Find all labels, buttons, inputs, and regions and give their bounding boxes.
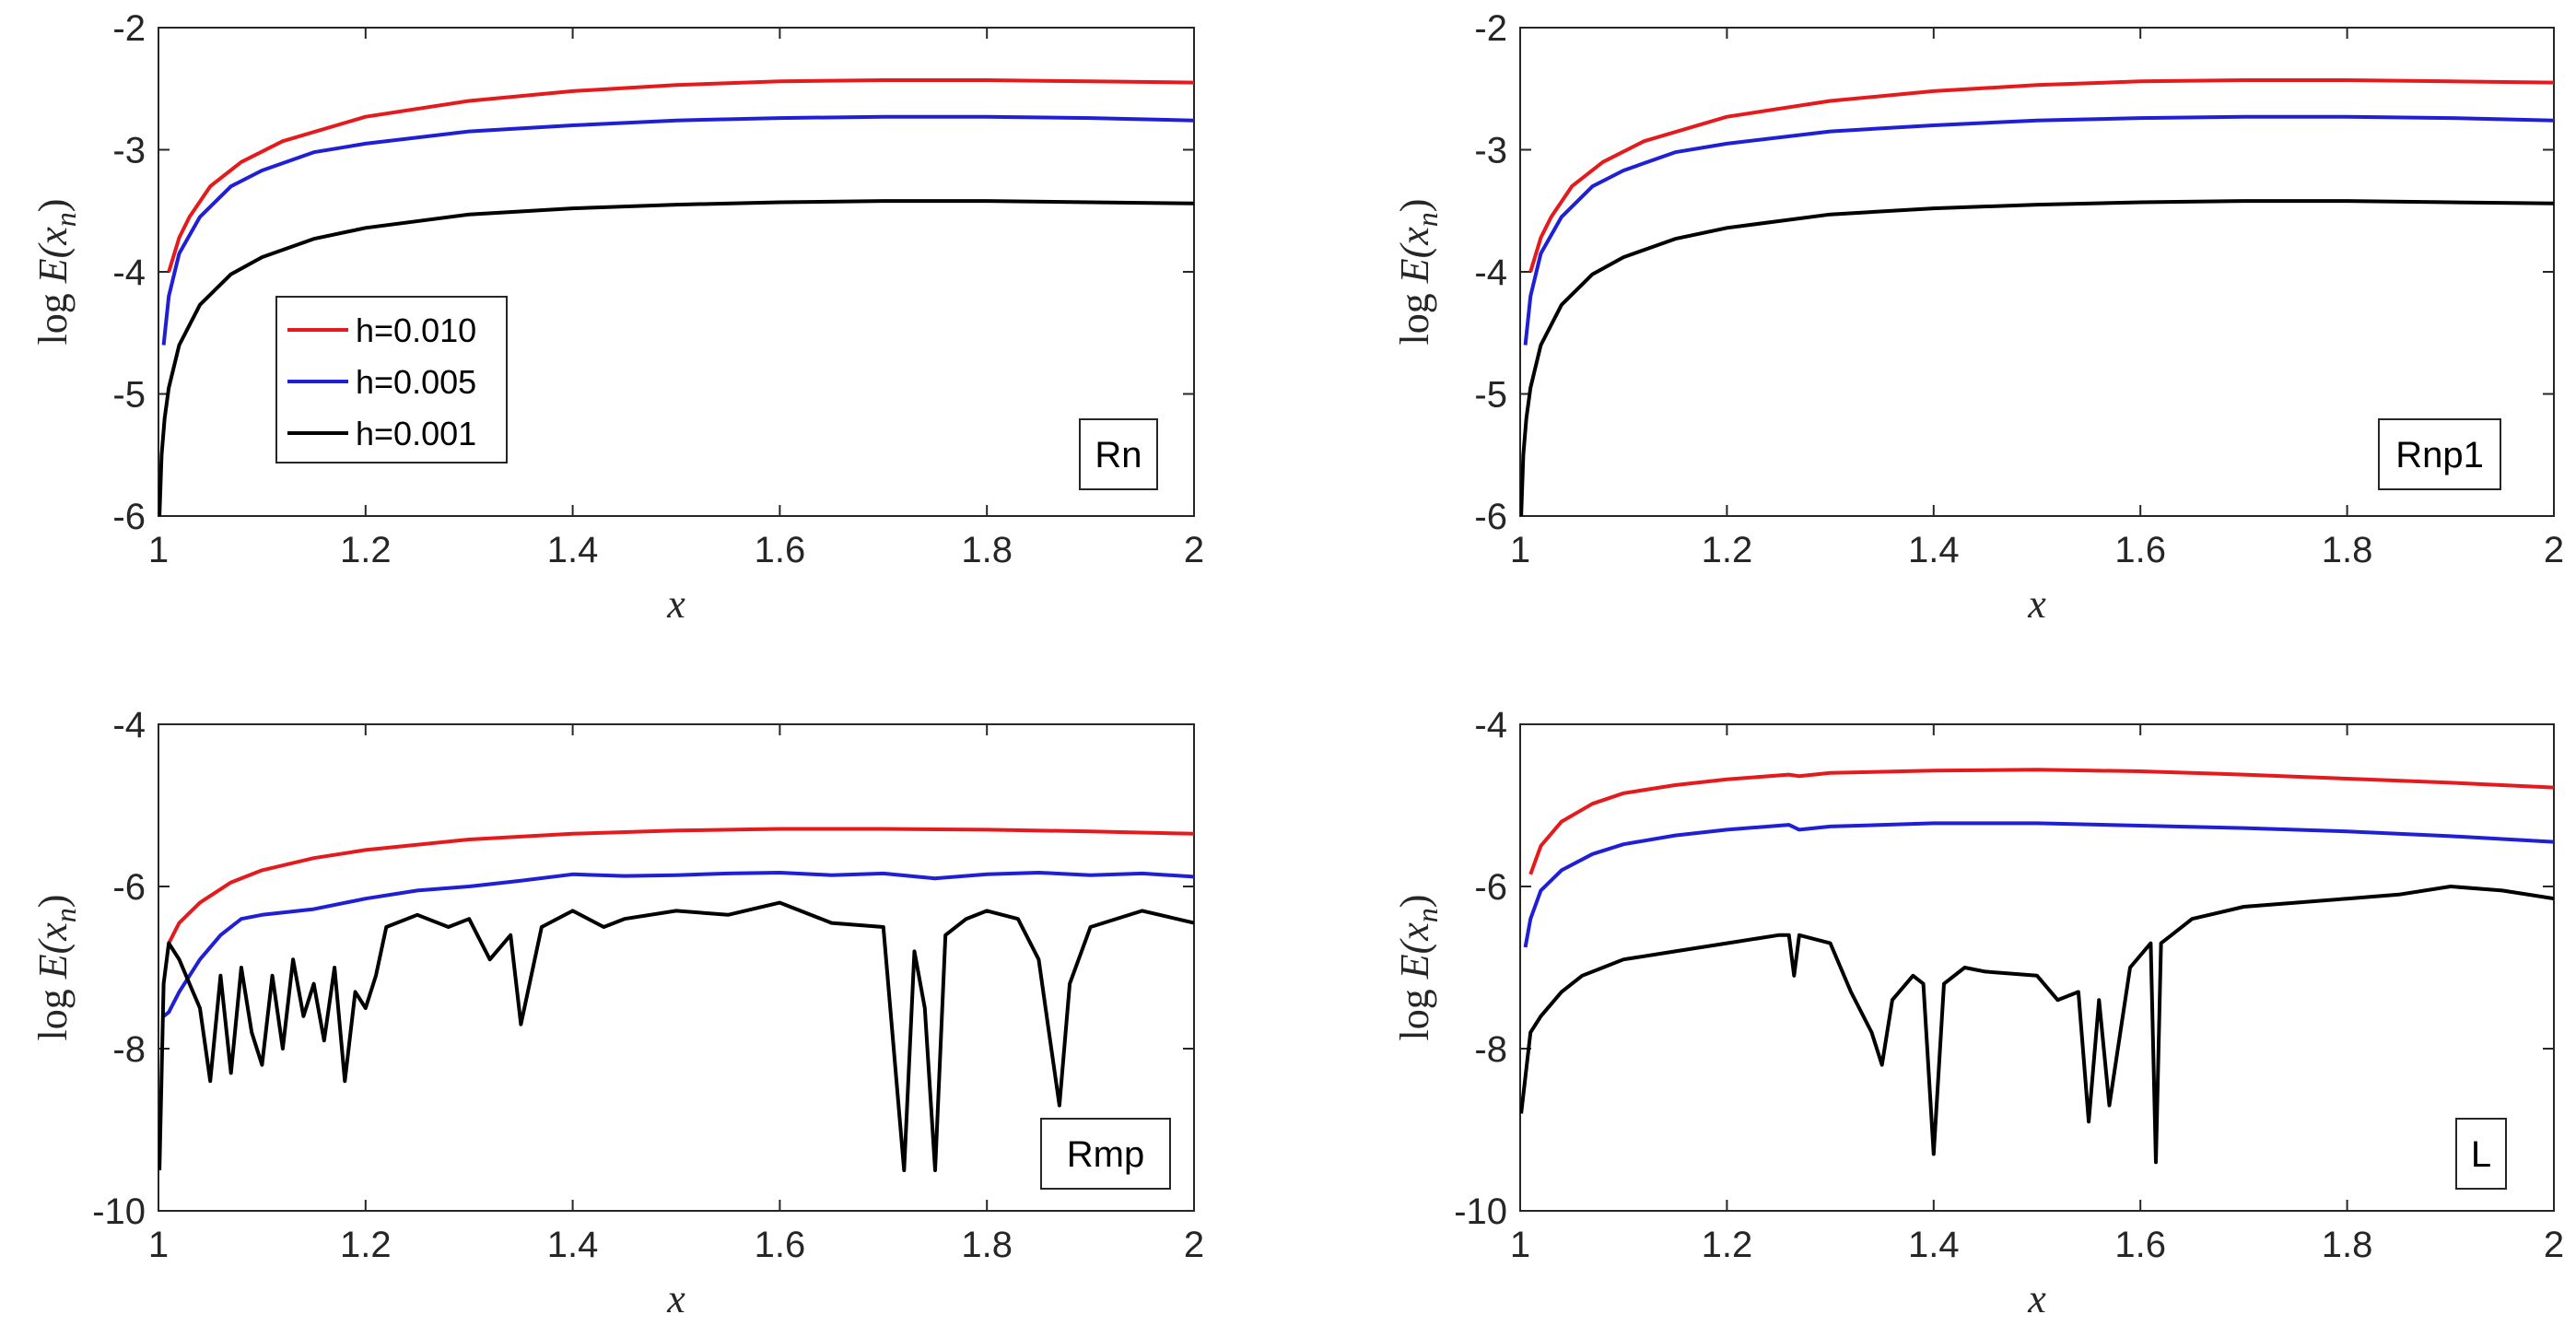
- series-line-h0005: [1523, 821, 2554, 948]
- series-line-h0010: [1528, 78, 2554, 273]
- x-tick-label: 1.2: [340, 1225, 392, 1265]
- panel-tag-box: [2378, 418, 2501, 490]
- y-tick-label: -3: [1474, 131, 1507, 171]
- x-tick-label: 1.6: [755, 530, 806, 570]
- x-tick-label: 1.4: [1908, 1225, 1960, 1265]
- y-tick-label: -2: [112, 8, 146, 49]
- axes-box: [1519, 723, 2555, 1212]
- y-tick-label: -8: [112, 1029, 146, 1070]
- y-axis-label: log E(xn): [30, 895, 82, 1041]
- x-tick-label: 2: [2544, 530, 2564, 570]
- panel-tag: Rn: [1095, 435, 1142, 475]
- series-line-h0005: [161, 114, 1194, 346]
- x-tick-label: 1.2: [340, 530, 392, 570]
- y-tick-label: -8: [1474, 1029, 1507, 1070]
- y-tick-label: -4: [112, 705, 146, 745]
- legend-entry: h=0.005: [356, 363, 476, 401]
- x-tick-label: 1.2: [1702, 1225, 1753, 1265]
- y-tick-label: -6: [1474, 497, 1507, 537]
- panel-rn: 1 1.2 1.4 1.6 1.8 2 -6 -5 -4 -3 -2 x log E(xn) Rn h=0.…: [30, 8, 1204, 627]
- y-tick-label: -4: [1474, 252, 1507, 293]
- y-tick-label: -6: [112, 867, 146, 908]
- y-tick-label: -5: [112, 375, 146, 416]
- series-group: [1520, 768, 2554, 1165]
- series-line-h0010: [1528, 768, 2554, 875]
- x-tick-label: 1: [148, 1225, 169, 1265]
- y-axis-label: log E(xn): [1392, 895, 1444, 1041]
- x-tick-label: 2: [1184, 530, 1204, 570]
- y-tick-label: -4: [1474, 705, 1507, 745]
- axes-box: [158, 723, 1195, 1212]
- x-tick-label: 1.8: [961, 530, 1013, 570]
- y-tick-label: -6: [112, 497, 146, 537]
- x-axis-label: x: [2027, 1276, 2046, 1321]
- x-tick-label: 1.4: [547, 1225, 599, 1265]
- series-line-h0010: [167, 827, 1194, 945]
- series-line-h0001: [158, 900, 1194, 1172]
- series-line-h0010: [167, 78, 1194, 273]
- x-axis-label: x: [666, 1276, 685, 1321]
- x-axis-label: x: [666, 581, 685, 627]
- y-tick-label: -2: [1474, 8, 1507, 49]
- panel-tag-box: [2455, 1118, 2507, 1190]
- series-line-h0005: [162, 871, 1194, 1018]
- panel-l: 1 1.2 1.4 1.6 1.8 2 -10 -8 -6 -4 x log E(xn) L: [1392, 705, 2564, 1321]
- y-tick-label: -10: [92, 1191, 146, 1232]
- legend-entry: h=0.001: [356, 415, 476, 452]
- series-group: [158, 78, 1194, 516]
- panel-tag: Rmp: [1067, 1134, 1144, 1175]
- series-group: [158, 827, 1194, 1172]
- y-axis-label: log E(xn): [1392, 199, 1444, 346]
- x-tick-label: 1.2: [1702, 530, 1753, 570]
- x-tick-label: 1: [148, 530, 169, 570]
- x-tick-label: 1.6: [755, 1225, 806, 1265]
- x-tick-label: 1.8: [961, 1225, 1013, 1265]
- y-tick-label: -6: [1474, 867, 1507, 908]
- x-tick-label: 2: [1184, 1225, 1204, 1265]
- series-line-h0001: [158, 199, 1194, 516]
- legend: h=0.010 h=0.005 h=0.001: [275, 296, 508, 464]
- legend-entry: h=0.010: [356, 311, 476, 349]
- panel-rnp1: 1 1.2 1.4 1.6 1.8 2 -6 -5 -4 -3 -2 x log E(xn) Rnp1: [1392, 8, 2564, 627]
- x-tick-label: 1.4: [1908, 530, 1960, 570]
- x-tick-label: 1: [1510, 530, 1530, 570]
- x-tick-label: 1.6: [2114, 1225, 2166, 1265]
- panel-tag: Rnp1: [2395, 435, 2484, 475]
- x-tick-label: 1: [1510, 1225, 1530, 1265]
- x-tick-label: 1.4: [547, 530, 599, 570]
- x-tick-label: 1.8: [2322, 1225, 2373, 1265]
- x-axis-label: x: [2027, 581, 2046, 627]
- series-group: [1520, 78, 2554, 516]
- series-line-h0005: [1523, 114, 2554, 346]
- y-tick-label: -5: [1474, 375, 1507, 416]
- x-tick-label: 2: [2544, 1225, 2564, 1265]
- y-tick-label: -10: [1454, 1191, 1507, 1232]
- panel-rmp: 1 1.2 1.4 1.6 1.8 2 -10 -8 -6 -4 x log E(xn) Rmp: [30, 705, 1204, 1321]
- y-axis-label: log E(xn): [30, 199, 82, 346]
- x-tick-label: 1.6: [2114, 530, 2166, 570]
- x-tick-label: 1.8: [2322, 530, 2373, 570]
- panel-tag-box: [1040, 1118, 1171, 1190]
- y-tick-label: -4: [112, 252, 146, 293]
- series-line-h0001: [1520, 885, 2554, 1165]
- series-line-h0001: [1520, 199, 2554, 516]
- panel-tag: L: [2471, 1134, 2491, 1175]
- panel-tag-box: [1079, 418, 1158, 490]
- y-tick-label: -3: [112, 131, 146, 171]
